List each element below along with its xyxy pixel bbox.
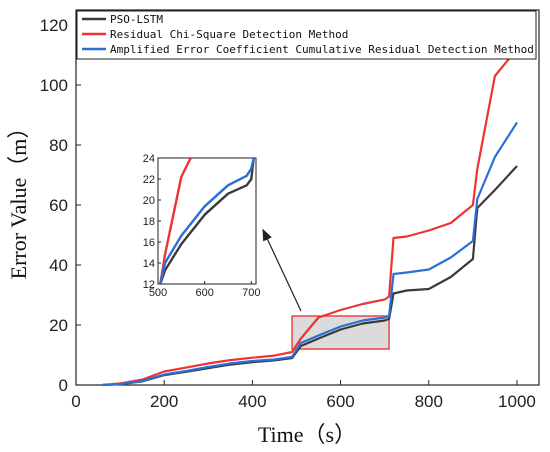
y-tick-label: 120 [40,16,68,35]
zoom-arrow [262,228,302,312]
inset-y-tick-label: 14 [143,258,155,270]
series-layer [102,48,518,387]
inset-x-tick-label: 700 [242,287,260,299]
inset-y-tick-label: 12 [143,279,155,291]
inset-series-group [159,158,255,284]
inset-y-tick-label: 24 [143,153,155,165]
y-tick-label: 60 [49,196,68,215]
x-axis-label: Time（s） [258,422,356,447]
inset-chart: 500 600 700 12 14 16 18 20 22 24 [143,153,261,299]
plot-frame [75,9,540,386]
inset-x-tick-label: 500 [149,287,167,299]
legend: PSO-LSTM Residual Chi-Square Detection M… [76,10,537,60]
x-tick-label: 0 [71,392,80,411]
legend-box [76,10,537,60]
y-tick-label: 0 [59,376,68,395]
inset-x-tick-label: 600 [195,287,213,299]
legend-label-chi-square: Residual Chi-Square Detection Method [110,28,348,41]
inset-y-tick-label: 20 [143,195,155,207]
series-line-amplified-error-coefficient-cumulative-residual-detection-method [102,121,518,387]
x-tick-label: 200 [150,392,178,411]
inset-series-line-amplified-error-coefficient-cumulative-residual-detection-method [159,158,255,284]
y-axis-label: Error Value（m） [6,117,31,280]
series-line-residual-chi-square-detection-method [102,48,518,387]
axes-layer: 0 200 400 600 800 1000 0 20 40 60 80 100 120 [40,16,536,411]
inset-series-line-pso-lstm [159,158,255,284]
legend-label-amplified-error: Amplified Error Coefficient Cumulative R… [110,43,534,56]
y-tick-label: 40 [49,256,68,275]
y-tick-label: 80 [49,136,68,155]
y-tick-label: 100 [40,76,68,95]
x-tick-label: 600 [326,392,354,411]
inset-y-tick-label: 18 [143,216,155,228]
x-tick-label: 1000 [498,392,536,411]
inset-y-tick-label: 16 [143,237,155,249]
inset-y-tick-label: 22 [143,174,155,186]
y-tick-label: 20 [49,316,68,335]
legend-label-pso-lstm: PSO-LSTM [110,13,163,26]
x-tick-label: 400 [238,392,266,411]
x-tick-label: 800 [415,392,443,411]
